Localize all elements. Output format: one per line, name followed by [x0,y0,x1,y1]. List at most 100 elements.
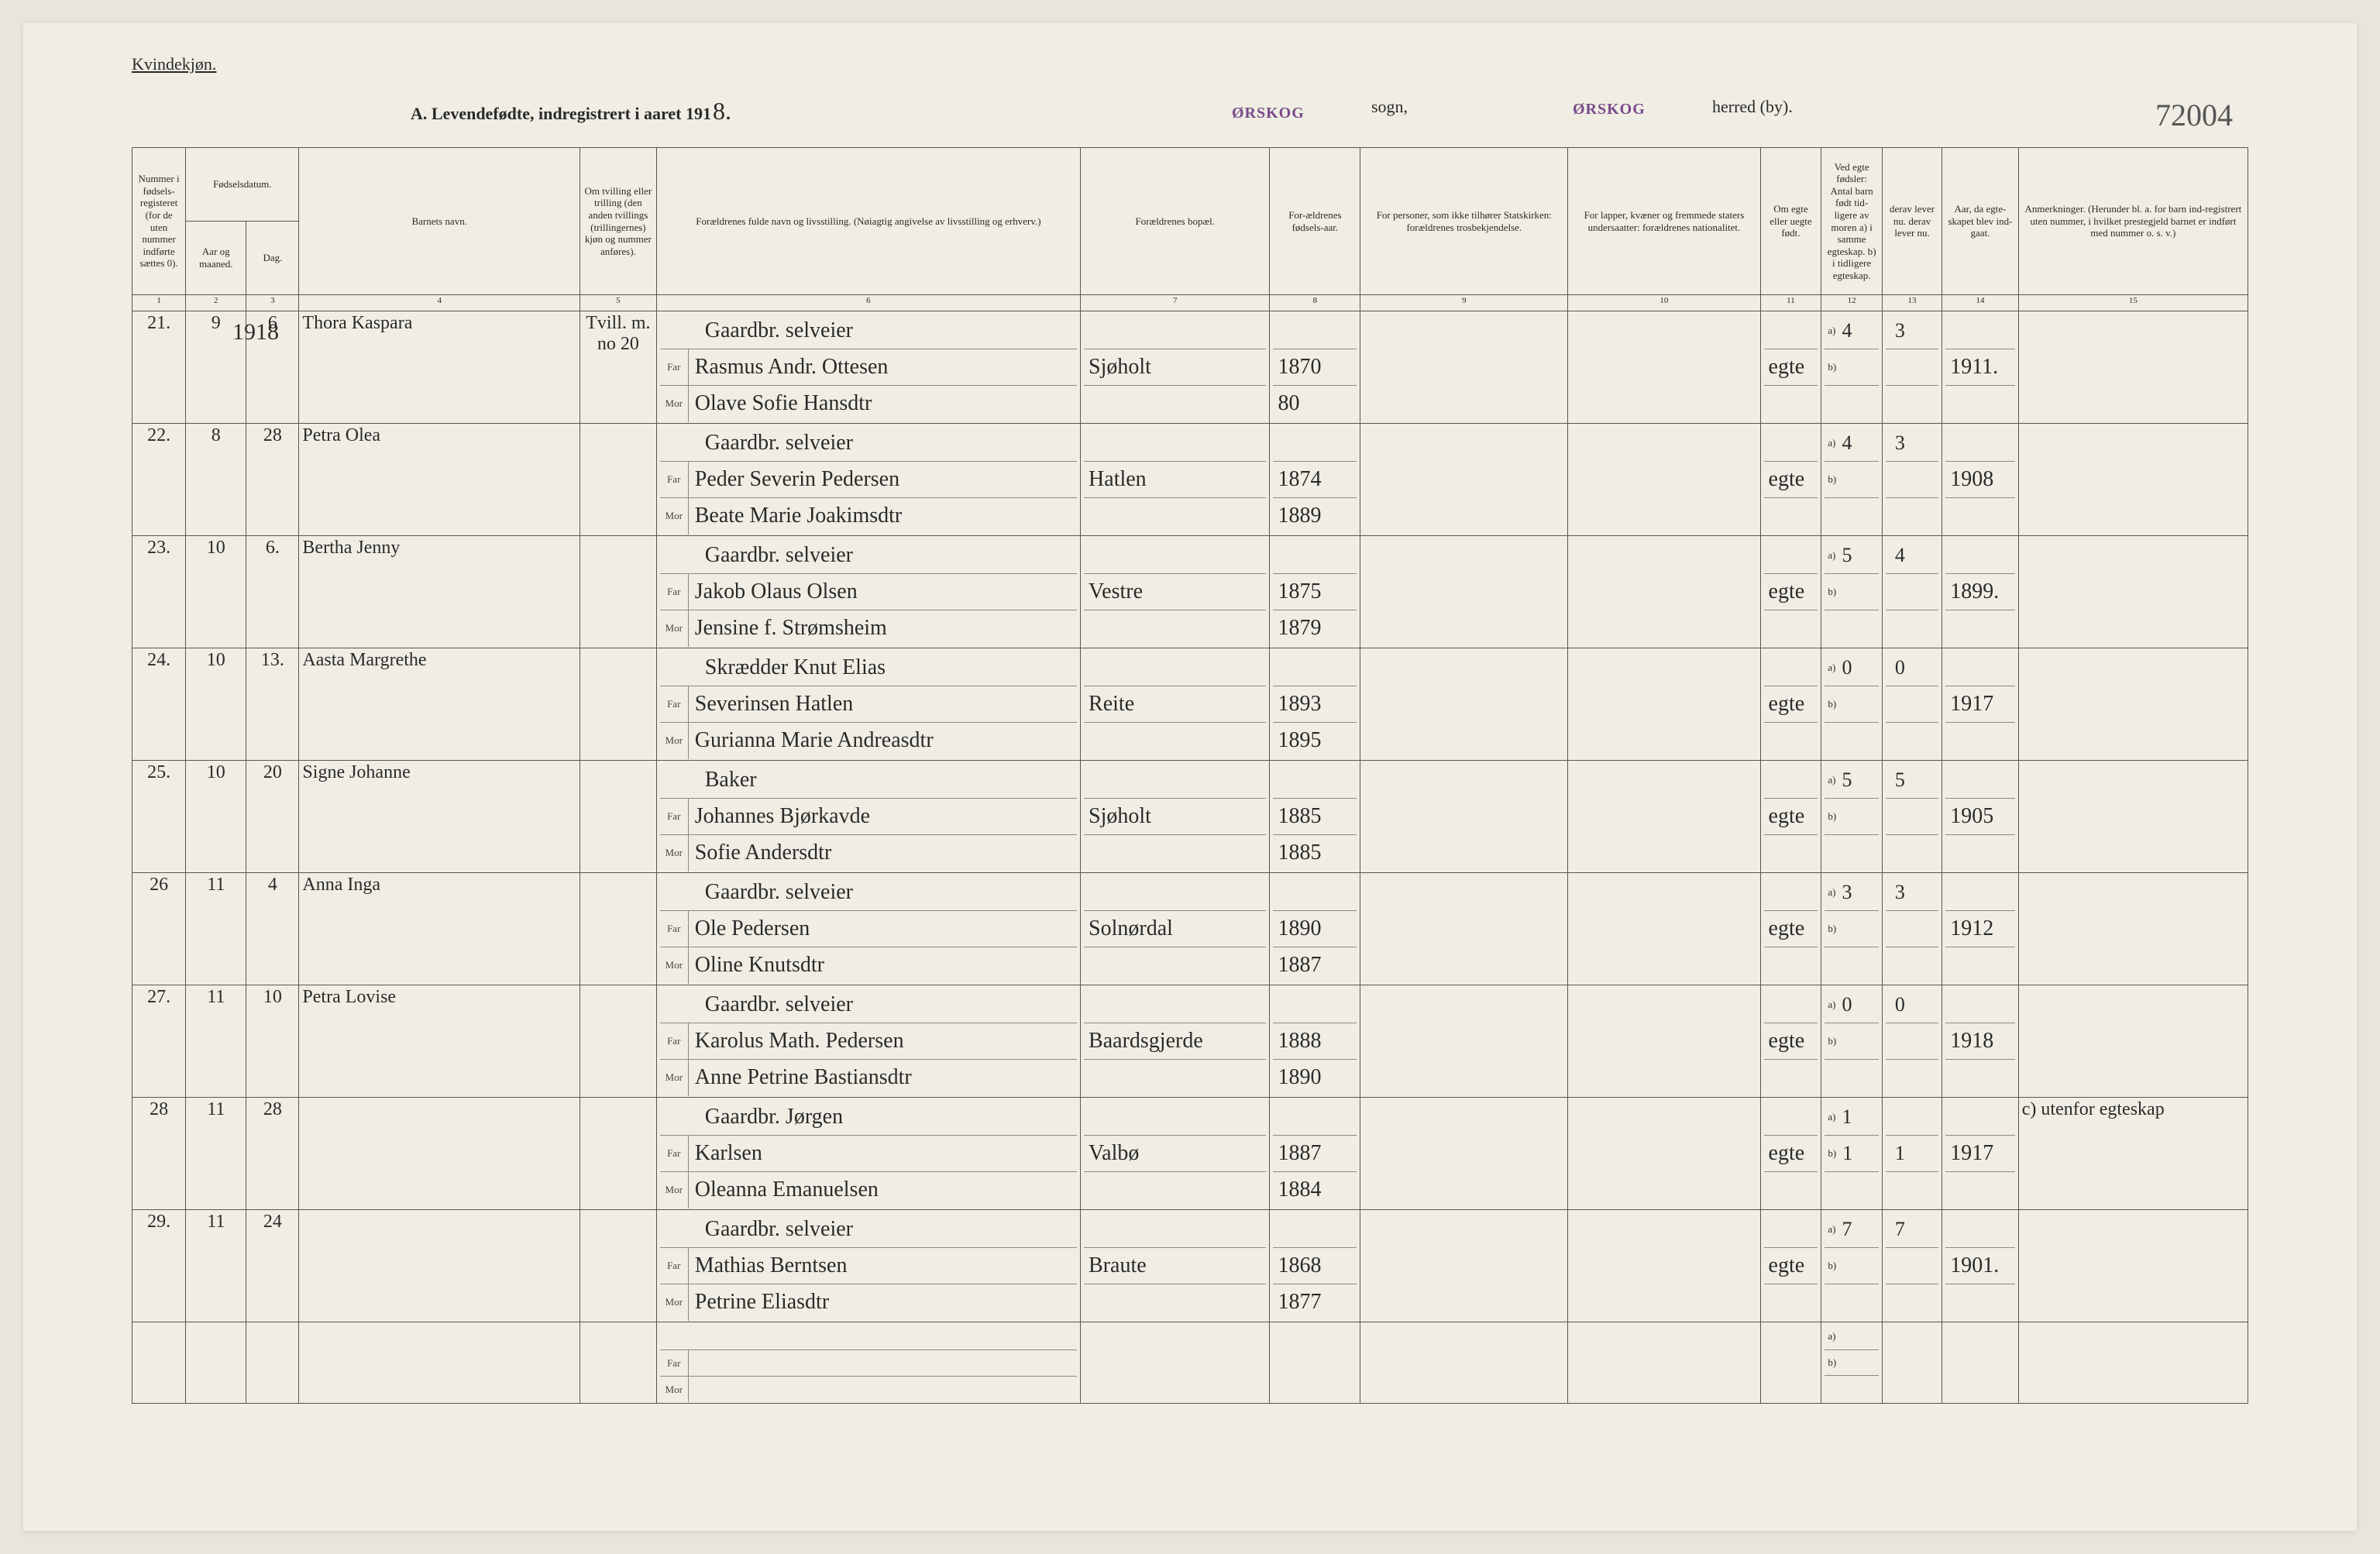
religion [1360,536,1568,648]
parent-years: 18741889 [1270,424,1360,536]
parents-cell: Gaardbr. selveier FarJakob Olaus Olsen M… [656,536,1080,648]
residence: Sjøholt [1081,311,1270,424]
mor-label: Mor [660,1172,689,1208]
religion [1360,311,1568,424]
marriage-year: 1905 [1942,761,2019,873]
far-label: Far [660,574,689,610]
colnum: 10 [1568,295,1760,311]
child-name [299,1098,580,1210]
remarks [2018,311,2248,424]
far-label: Far [660,1023,689,1059]
herred-label: herred (by). [1712,97,1793,117]
remarks [2018,761,2248,873]
nationality [1568,1210,1760,1322]
remarks [2018,536,2248,648]
column-number-row: 1 2 3 4 5 6 7 8 9 10 11 12 13 14 15 [132,295,2248,311]
parents-cell: Gaardbr. selveier FarKarolus Math. Peder… [656,985,1080,1098]
parent-years: 187080 [1270,311,1360,424]
children-living: 3 [1882,873,1941,985]
remarks [2018,424,2248,536]
children-born: a)3b) [1821,873,1883,985]
birth-day: 4 [246,873,299,985]
birth-month: 10 [186,761,246,873]
parent-years: 18681877 [1270,1210,1360,1322]
col-header-2a: Aar og maaned. [186,222,246,295]
table-row: 22. 8 28 Petra Olea Gaardbr. selveier Fa… [132,424,2248,536]
parent-years: 18931895 [1270,648,1360,761]
mor-label: Mor [660,386,689,421]
colnum: 8 [1270,295,1360,311]
table-row: 23. 10 6. Bertha Jenny Gaardbr. selveier… [132,536,2248,648]
birth-day: 10 [246,985,299,1098]
table-row: 28 11 28 Gaardbr. Jørgen FarKarlsen MorO… [132,1098,2248,1210]
birth-month: 10 [186,648,246,761]
child-name: Thora Kaspara [299,311,580,424]
col-header-5: Om tvilling eller trilling (den anden tv… [580,148,657,295]
father-name: Johannes Bjørkavde [689,804,1077,829]
mother-name: Sofie Andersdtr [689,841,1077,865]
mother-name: Petrine Eliasdtr [689,1290,1077,1315]
legitimacy: egte [1760,1210,1821,1322]
herred-stamp: ØRSKOG [1573,101,1646,119]
religion [1360,1098,1568,1210]
children-born: a)4b) [1821,311,1883,424]
parents-cell: Gaardbr. selveier FarRasmus Andr. Ottese… [656,311,1080,424]
father-name: Jakob Olaus Olsen [689,579,1077,604]
col-header-7: Forældrenes bopæl. [1081,148,1270,295]
birth-month: 9 [186,311,246,424]
mor-label: Mor [660,835,689,871]
far-label: Far [660,462,689,497]
father-name: Severinsen Hatlen [689,692,1077,717]
table-row: 21. 9 6 Thora Kaspara Tvill. m. no 20 Ga… [132,311,2248,424]
mother-name: Olave Sofie Hansdtr [689,391,1077,416]
birth-month: 11 [186,1098,246,1210]
table-row: 26 11 4 Anna Inga Gaardbr. selveier FarO… [132,873,2248,985]
occupation: Gaardbr. selveier [699,880,1077,905]
birth-month: 11 [186,985,246,1098]
entry-number: 25. [132,761,186,873]
birth-month: 8 [186,424,246,536]
occupation: Gaardbr. selveier [699,1217,1077,1242]
children-living: 0 [1882,648,1941,761]
col-header-4: Barnets navn. [299,148,580,295]
col-header-1: Nummer i fødsels-registeret (for de uten… [132,148,186,295]
father-name: Ole Pedersen [689,916,1077,941]
religion [1360,985,1568,1098]
legitimacy: egte [1760,985,1821,1098]
birth-day: 6. [246,536,299,648]
entry-number: 29. [132,1210,186,1322]
child-name: Anna Inga [299,873,580,985]
colnum: 11 [1760,295,1821,311]
far-label: Far [660,799,689,834]
remarks [2018,648,2248,761]
religion [1360,873,1568,985]
birth-day: 6 [246,311,299,424]
col-header-6: Forældrenes fulde navn og livsstilling. … [656,148,1080,295]
children-living: 4 [1882,536,1941,648]
children-born: a)7b) [1821,1210,1883,1322]
remarks: c) utenfor egteskap [2018,1098,2248,1210]
residence: Solnørdal [1081,873,1270,985]
child-name [299,1210,580,1322]
title-row: A. Levendefødte, indregistrert i aaret 1… [132,97,2248,125]
mor-label: Mor [660,947,689,983]
colnum: 3 [246,295,299,311]
child-name: Bertha Jenny [299,536,580,648]
entry-number: 28 [132,1098,186,1210]
mother-name: Anne Petrine Bastiansdtr [689,1065,1077,1090]
children-living: 7 [1882,1210,1941,1322]
page-number: 72004 [2155,97,2233,133]
children-living: 5 [1882,761,1941,873]
parent-years: 18901887 [1270,873,1360,985]
twin-info [580,536,657,648]
residence: Reite [1081,648,1270,761]
table-header: Nummer i fødsels-registeret (for de uten… [132,148,2248,311]
colnum: 13 [1882,295,1941,311]
year-suffix: 8. [713,97,731,125]
occupation: Baker [699,768,1077,792]
parents-cell: Gaardbr. selveier FarMathias Berntsen Mo… [656,1210,1080,1322]
col-header-9: For personer, som ikke tilhører Statskir… [1360,148,1568,295]
entry-number: 23. [132,536,186,648]
birth-day: 13. [246,648,299,761]
birth-month: 10 [186,536,246,648]
